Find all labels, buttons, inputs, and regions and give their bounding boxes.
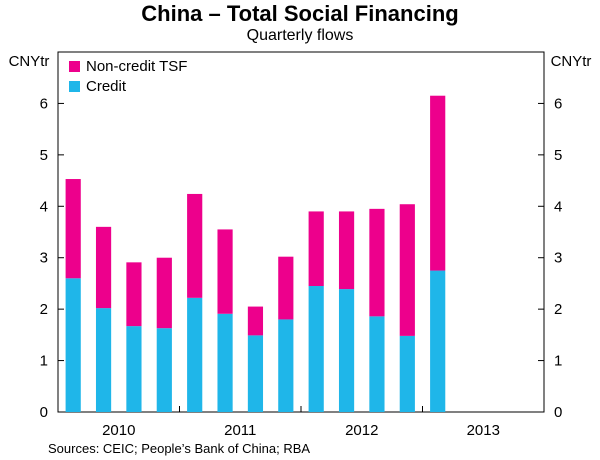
y-tick-label-right: 2 <box>554 301 562 318</box>
bar-credit-3 <box>126 326 142 412</box>
y-tick-label-left: 6 <box>40 95 48 112</box>
bar-non-credit-7 <box>247 306 264 336</box>
legend: Non-credit TSF Credit <box>69 58 187 95</box>
bar-non-credit-11 <box>369 208 385 317</box>
bar-non-credit-1 <box>65 179 81 279</box>
y-tick-label-left: 0 <box>40 404 48 421</box>
y-tick-label-left: 3 <box>40 250 48 267</box>
bar-credit-11 <box>369 316 385 412</box>
bar-credit-9 <box>308 286 324 412</box>
legend-swatch-credit <box>69 81 80 92</box>
bar-credit-4 <box>156 328 172 412</box>
legend-swatch-non-credit <box>69 61 80 72</box>
bar-non-credit-3 <box>126 262 142 327</box>
y-tick-label-right: 5 <box>554 147 562 164</box>
y-tick-label-right: 3 <box>554 250 562 267</box>
bar-non-credit-9 <box>308 211 324 286</box>
y-axis-unit-right: CNYtr <box>551 53 592 70</box>
chart-title: China – Total Social Financing <box>141 1 459 26</box>
y-tick-label-left: 4 <box>40 198 48 215</box>
bar-credit-7 <box>247 335 264 412</box>
bar-non-credit-6 <box>217 229 233 314</box>
legend-label-credit: Credit <box>86 78 127 95</box>
x-tick-label-2011: 2011 <box>224 422 256 439</box>
y-tick-label-left: 5 <box>40 147 48 164</box>
bar-non-credit-5 <box>187 193 203 298</box>
y-tick-label-right: 6 <box>554 95 562 112</box>
y-axis-unit-left: CNYtr <box>9 53 50 70</box>
y-tick-label-right: 1 <box>554 353 562 370</box>
axes-group: 0 0 1 1 2 2 3 3 4 4 5 5 6 6 2010 2011 2012 2013 <box>40 95 563 439</box>
bar-non-credit-4 <box>156 257 172 329</box>
bar-credit-8 <box>278 319 294 412</box>
bar-credit-6 <box>217 313 233 412</box>
y-tick-label-left: 1 <box>40 353 48 370</box>
x-tick-label-2010: 2010 <box>102 422 135 439</box>
x-tick-label-2013: 2013 <box>467 422 500 439</box>
bar-credit-12 <box>399 335 415 412</box>
bar-non-credit-2 <box>95 226 112 309</box>
bar-credit-1 <box>65 278 81 412</box>
bar-non-credit-13 <box>430 95 446 271</box>
bar-credit-10 <box>338 289 355 412</box>
y-tick-label-right: 4 <box>554 198 562 215</box>
bar-credit-2 <box>95 308 112 412</box>
bar-credit-13 <box>430 270 446 412</box>
x-tick-label-2012: 2012 <box>345 422 378 439</box>
source-note: Sources: CEIC; People’s Bank of China; R… <box>48 441 311 456</box>
bar-non-credit-8 <box>278 256 294 320</box>
y-tick-label-left: 2 <box>40 301 48 318</box>
y-tick-label-right: 0 <box>554 404 562 421</box>
chart-subtitle: Quarterly flows <box>246 27 354 44</box>
legend-label-non-credit: Non-credit TSF <box>86 58 187 75</box>
bar-non-credit-10 <box>338 211 355 290</box>
bar-credit-5 <box>187 297 203 412</box>
bar-non-credit-12 <box>399 204 415 336</box>
bars-group <box>65 95 446 412</box>
